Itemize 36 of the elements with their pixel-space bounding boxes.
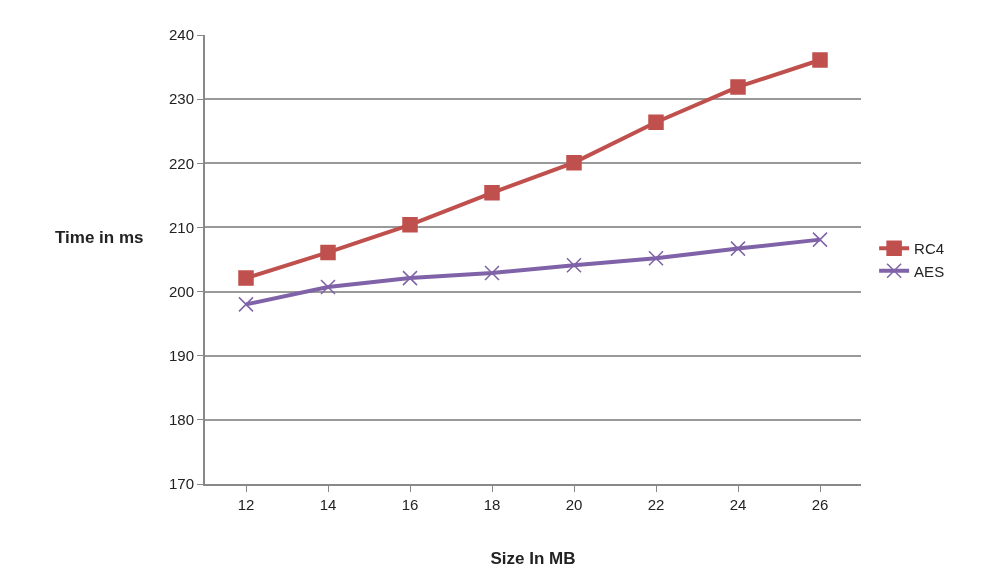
x-axis-title: Size In MB [490, 548, 576, 568]
point [648, 250, 664, 266]
x-tick-label: 20 [565, 496, 583, 513]
point [238, 270, 254, 286]
y-tick-label: 180 [168, 411, 194, 429]
point [484, 185, 500, 201]
point [730, 240, 746, 257]
point [812, 52, 828, 68]
point [402, 270, 418, 286]
y-tick-label: 170 [168, 475, 194, 493]
point [320, 244, 336, 261]
x-tick-label: 26 [811, 496, 829, 513]
legend-label: AES [914, 262, 945, 280]
point [648, 114, 664, 130]
point [484, 265, 500, 281]
y-tick-label: 240 [168, 26, 194, 44]
x-tick-label: 12 [237, 496, 255, 513]
y-tick-label: 190 [168, 346, 194, 364]
x-tick-label: 22 [647, 496, 665, 513]
y-axis-title: Time in ms [55, 228, 144, 247]
point [730, 79, 746, 95]
y-tick-label: 200 [168, 282, 194, 300]
point [566, 154, 582, 171]
point [238, 296, 254, 313]
legend-label: RC4 [914, 240, 945, 258]
x-tick-label: 14 [319, 496, 337, 513]
point [566, 257, 582, 274]
point [402, 217, 418, 233]
x-tick-label: 24 [729, 496, 747, 513]
y-tick-label: 230 [168, 90, 194, 108]
point [320, 279, 336, 295]
point [812, 231, 828, 248]
x-tick-label: 16 [401, 496, 419, 513]
y-tick-label: 210 [168, 218, 194, 236]
y-tick-label: 220 [168, 154, 194, 172]
x-tick-label: 18 [483, 496, 501, 513]
